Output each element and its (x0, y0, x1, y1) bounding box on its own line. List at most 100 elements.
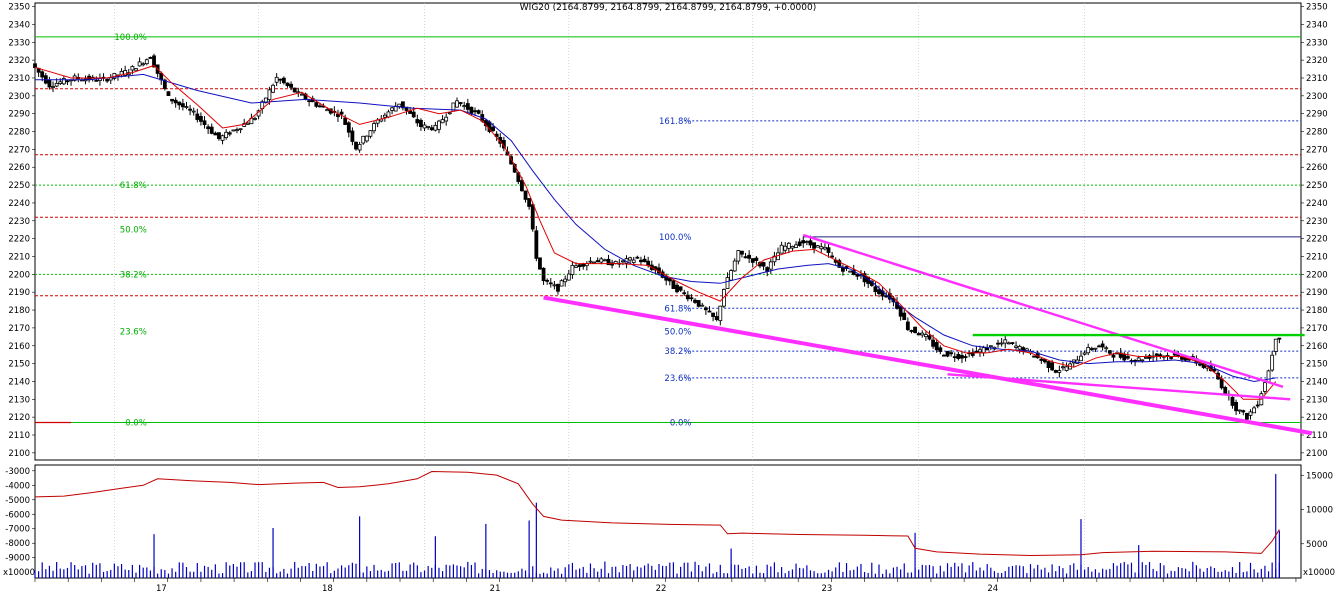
candle-body (455, 100, 459, 108)
y-tick-label-right: 2260 (1306, 163, 1328, 173)
candle-body (747, 254, 752, 259)
y-tick-label-right: 2290 (1306, 110, 1328, 120)
candle-body (202, 120, 207, 126)
y-tick-label-right: 2330 (1306, 38, 1328, 48)
candle-body (714, 316, 719, 320)
candle-body (123, 70, 128, 76)
candle-body (548, 282, 553, 285)
y-tick-label-right: 2220 (1306, 235, 1328, 245)
candle-body (873, 286, 878, 293)
candle-body (949, 352, 954, 355)
vol-tick-label-left: -4000 (5, 481, 30, 491)
candle-body (621, 260, 625, 263)
candle-body (1043, 359, 1047, 363)
y-tick-label-right: 2160 (1306, 342, 1328, 352)
y-tick-label-right: 2240 (1306, 199, 1328, 209)
y-tick-label-right: 2190 (1306, 288, 1328, 298)
candle-body (390, 107, 394, 111)
candle-body (357, 144, 362, 151)
candle-body (822, 246, 827, 250)
candle-body (689, 297, 694, 300)
candle-body (729, 270, 734, 281)
vol-tick-label-right: 15000 (1306, 471, 1333, 481)
candle-body (285, 82, 290, 87)
candle-body (361, 135, 366, 144)
y-tick-label-left: 2170 (8, 324, 30, 334)
candle-body (180, 103, 185, 108)
candle-body (235, 129, 239, 131)
candle-body (1064, 366, 1069, 371)
y-tick-label-right: 2280 (1306, 128, 1328, 138)
candle-body (1169, 357, 1174, 359)
candle-body (574, 265, 578, 268)
candle-body (245, 122, 250, 125)
candle-body (693, 299, 697, 303)
candle-body (592, 261, 596, 264)
candle-body (577, 264, 582, 268)
candle-body (1136, 357, 1141, 361)
candle-body (433, 124, 438, 131)
candle-body (570, 264, 575, 275)
volume-frame (34, 464, 1302, 579)
y-tick-label-right: 2150 (1306, 360, 1328, 370)
candle-body (462, 105, 467, 108)
y-tick-label-left: 2350 (8, 3, 30, 13)
y-tick-label-right: 2120 (1306, 413, 1328, 423)
candle-body (527, 198, 532, 207)
candle-body (58, 81, 63, 84)
candle-body (292, 87, 297, 93)
candle-body (1061, 366, 1065, 369)
candle-body (408, 110, 413, 114)
vol-tick-label-left: -3000 (5, 467, 30, 477)
y-tick-label-right: 2110 (1306, 431, 1328, 441)
candle-body (1212, 368, 1217, 372)
candle-body (1248, 411, 1253, 416)
candle-body (595, 260, 600, 263)
y-tick-label-right: 2170 (1306, 324, 1328, 334)
candle-body (898, 306, 903, 317)
candle-body (815, 245, 820, 248)
candle-body (841, 267, 845, 272)
y-tick-label-right: 2320 (1306, 56, 1328, 66)
candle-body (606, 258, 611, 266)
candle-body (1273, 338, 1278, 352)
candle-body (281, 77, 286, 84)
y-tick-label-left: 2140 (8, 377, 30, 387)
vol-tick-label-right: 5000 (1306, 540, 1328, 550)
y-tick-label-left: 2230 (8, 217, 30, 227)
candle-body (985, 347, 990, 351)
candle-body (696, 300, 701, 307)
y-tick-label-left: 2310 (8, 74, 30, 84)
candle-body (1039, 358, 1044, 361)
candle-body (1241, 410, 1246, 413)
chart-frame: 17 18 21 22 23 24 2100 2100 2110 2110 2120 2120 2130… (8, 2, 1328, 594)
candle-body (253, 118, 257, 120)
candle-body (473, 110, 477, 113)
candle-body (779, 244, 784, 254)
x-tick-label: 23 (821, 584, 832, 592)
candle-body (804, 241, 809, 243)
candle-body (364, 135, 369, 142)
candle-body (988, 345, 993, 348)
candle-body (1050, 362, 1055, 371)
fib-green-label: 23.6% (120, 327, 147, 337)
candle-body (343, 117, 348, 125)
candle-body (945, 351, 950, 357)
trendline (947, 373, 1291, 401)
x-tick-label: 22 (656, 584, 667, 592)
candle-body (152, 55, 156, 68)
candle-body (794, 244, 798, 248)
candle-body (566, 273, 571, 281)
candle-body (141, 63, 146, 66)
candle-body (538, 257, 542, 270)
price-panel: 100.0% 61.8% 50.0% 38.2% 23.6% 0.0% 161.8% 100.… (33, 33, 1313, 436)
candle-body (65, 80, 70, 83)
candle-body (754, 257, 759, 261)
candle-body (325, 109, 330, 112)
candle-body (960, 355, 964, 359)
candle-body (314, 102, 319, 107)
ma-fast-line (34, 64, 1277, 400)
candle-body (1093, 347, 1098, 350)
candle-body (1104, 347, 1109, 350)
